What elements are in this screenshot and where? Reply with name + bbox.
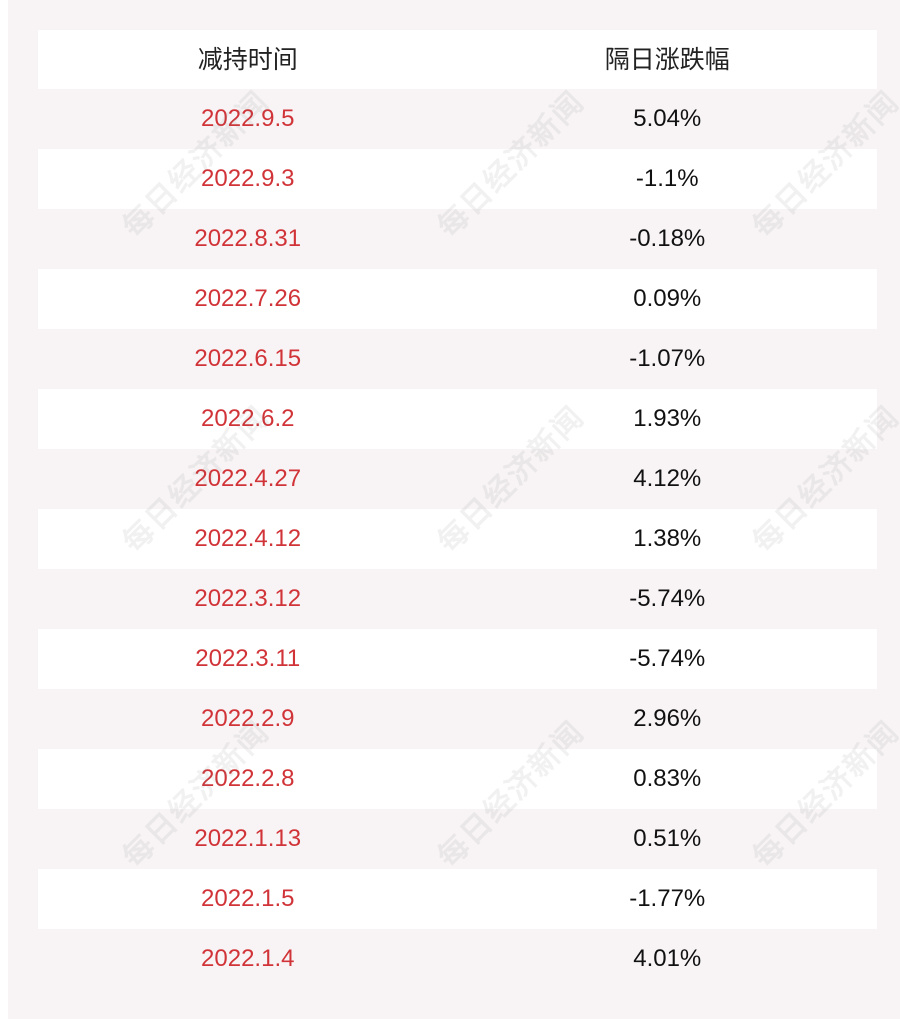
table-body: 2022.9.5 5.04% 2022.9.3 -1.1% 2022.8.31 -0.18… — [38, 89, 877, 989]
reduction-date: 2022.9.3 — [201, 165, 295, 192]
table-row: 2022.4.12 1.38% — [38, 509, 877, 569]
reduction-date: 2022.2.9 — [201, 705, 295, 732]
table-row: 2022.1.13 0.51% — [38, 809, 877, 869]
reduction-date: 2022.3.12 — [194, 585, 302, 612]
table-row: 2022.8.31 -0.18% — [38, 209, 877, 269]
table-row: 2022.2.9 2.96% — [38, 689, 877, 749]
table-row: 2022.6.2 1.93% — [38, 389, 877, 449]
header-date: 减持时间 — [197, 45, 298, 74]
reduction-date: 2022.4.12 — [194, 525, 302, 552]
next-day-change: 2.96% — [633, 705, 702, 732]
reduction-date: 2022.1.13 — [194, 825, 302, 852]
table-row: 2022.3.12 -5.74% — [38, 569, 877, 629]
data-table: 减持时间 隔日涨跌幅 2022.9.5 5.04% 2022.9.3 -1.1% 202… — [38, 30, 877, 989]
reduction-date: 2022.4.27 — [194, 465, 302, 492]
next-day-change: 1.93% — [633, 405, 702, 432]
reduction-date: 2022.6.15 — [194, 345, 302, 372]
next-day-change: -1.77% — [629, 885, 706, 912]
next-day-change: 0.09% — [633, 285, 702, 312]
table-row: 2022.9.3 -1.1% — [38, 149, 877, 209]
reduction-date: 2022.1.4 — [201, 945, 295, 972]
table-row: 2022.6.15 -1.07% — [38, 329, 877, 389]
next-day-change: -1.1% — [635, 165, 699, 192]
next-day-change: -5.74% — [629, 645, 706, 672]
reduction-date: 2022.9.5 — [201, 105, 295, 132]
next-day-change: -0.18% — [629, 225, 706, 252]
table-row: 2022.1.5 -1.77% — [38, 869, 877, 929]
reduction-date: 2022.1.5 — [201, 885, 295, 912]
table-row: 2022.2.8 0.83% — [38, 749, 877, 809]
table-header-row: 减持时间 隔日涨跌幅 — [38, 30, 877, 89]
table-row: 2022.4.27 4.12% — [38, 449, 877, 509]
next-day-change: 4.01% — [633, 945, 702, 972]
reduction-date: 2022.2.8 — [201, 765, 295, 792]
reduction-date: 2022.8.31 — [194, 225, 302, 252]
table-row: 2022.7.26 0.09% — [38, 269, 877, 329]
reduction-date: 2022.6.2 — [201, 405, 295, 432]
next-day-change: 5.04% — [633, 105, 702, 132]
next-day-change: 0.51% — [633, 825, 702, 852]
table-row: 2022.3.11 -5.74% — [38, 629, 877, 689]
next-day-change: 1.38% — [633, 525, 702, 552]
next-day-change: -5.74% — [629, 585, 706, 612]
table-row: 2022.1.4 4.01% — [38, 929, 877, 989]
reduction-date: 2022.3.11 — [195, 645, 301, 672]
next-day-change: 4.12% — [633, 465, 702, 492]
table-row: 2022.9.5 5.04% — [38, 89, 877, 149]
next-day-change: 0.83% — [633, 765, 702, 792]
header-change: 隔日涨跌幅 — [604, 45, 730, 74]
table-card: 减持时间 隔日涨跌幅 2022.9.5 5.04% 2022.9.3 -1.1% 202… — [8, 0, 900, 1019]
next-day-change: -1.07% — [629, 345, 706, 372]
reduction-date: 2022.7.26 — [194, 285, 302, 312]
